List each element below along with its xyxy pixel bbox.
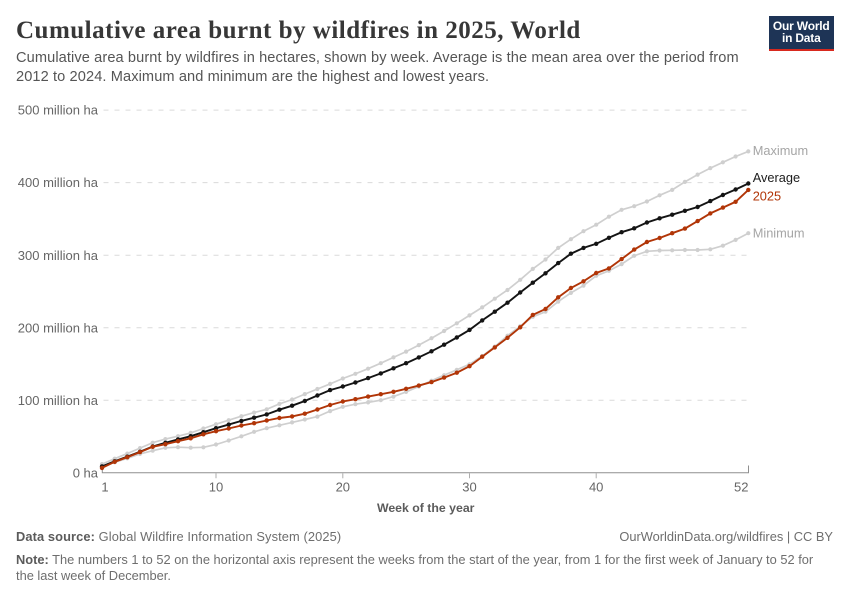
svg-text:Maximum: Maximum — [753, 143, 808, 158]
svg-text:400 million ha: 400 million ha — [18, 175, 99, 190]
svg-text:Minimum: Minimum — [753, 225, 805, 240]
svg-text:200 million ha: 200 million ha — [18, 320, 99, 335]
svg-text:0 ha: 0 ha — [73, 465, 99, 480]
svg-text:52: 52 — [734, 480, 748, 495]
svg-text:Week of the year: Week of the year — [377, 501, 475, 515]
svg-text:1: 1 — [101, 480, 108, 495]
svg-text:Average: Average — [753, 170, 800, 185]
svg-text:500 million ha: 500 million ha — [18, 103, 99, 118]
svg-text:40: 40 — [589, 480, 603, 495]
svg-text:30: 30 — [462, 480, 476, 495]
svg-text:10: 10 — [209, 480, 223, 495]
svg-text:2025: 2025 — [753, 189, 781, 204]
svg-text:20: 20 — [336, 480, 350, 495]
svg-text:300 million ha: 300 million ha — [18, 248, 99, 263]
svg-text:100 million ha: 100 million ha — [18, 393, 99, 408]
